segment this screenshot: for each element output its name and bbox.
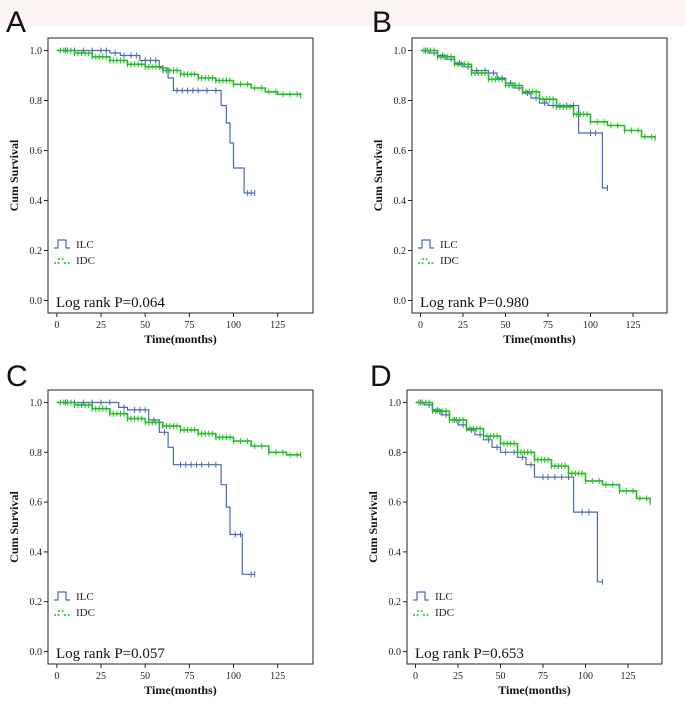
y-axis-title: Cum Survival: [371, 139, 385, 211]
y-tick-label: 1.0: [389, 398, 402, 409]
series-line-ilc: [56, 401, 255, 575]
x-tick-label: 125: [270, 671, 285, 682]
x-tick-label: 0: [418, 320, 423, 331]
y-tick-label: 1.0: [30, 46, 43, 57]
x-tick-label: 75: [184, 671, 194, 682]
x-tick-label: 25: [96, 671, 106, 682]
x-tick-label: 50: [140, 671, 150, 682]
x-tick-label: 25: [96, 320, 106, 331]
y-tick-label: 0.4: [389, 547, 402, 558]
y-axis-title: Cum Survival: [366, 491, 380, 563]
series-line-ilc: [56, 49, 255, 194]
legend-label-ilc: ILC: [76, 239, 94, 251]
chart-panel-a: A 0 25 50 75 100 125 0.0 0.2 0.4 0.6 0.8 1.0 Time(mon…: [6, 6, 314, 346]
y-tick-label: 0.8: [389, 448, 402, 459]
x-tick-label: 50: [496, 671, 506, 682]
y-tick-label: 0.0: [394, 296, 407, 307]
y-tick-label: 0.2: [30, 597, 43, 608]
y-tick-label: 0.0: [30, 296, 43, 307]
series-line-idc: [56, 401, 301, 456]
top-band: [0, 0, 685, 26]
panel-letter-d: D: [370, 360, 392, 393]
x-tick-label: 125: [270, 320, 285, 331]
series-line-idc: [56, 49, 302, 96]
legend-swatch-idc: [413, 610, 429, 616]
legend-label-idc: IDC: [440, 255, 459, 267]
log-rank-annotation: Log rank P=0.057: [56, 646, 165, 662]
x-tick-label: 125: [626, 320, 641, 331]
y-tick-label: 0.2: [389, 597, 402, 608]
x-tick-label: 100: [226, 320, 241, 331]
log-rank-annotation: Log rank P=0.064: [56, 295, 165, 311]
log-rank-annotation: Log rank P=0.980: [420, 295, 529, 311]
plot-frame: [406, 389, 663, 665]
legend-swatch-ilc: [54, 239, 70, 249]
legend-label-ilc: ILC: [76, 591, 94, 603]
x-tick-label: 100: [583, 320, 598, 331]
y-tick-label: 1.0: [30, 398, 43, 409]
y-tick-label: 0.4: [30, 196, 43, 207]
series-line-ilc: [420, 49, 608, 189]
legend-label-idc: IDC: [76, 607, 95, 619]
chart-panel-b: B 0 25 50 75 100 125 0.0 0.2 0.4 0.6 0.8 1.0 Time(mon…: [371, 6, 668, 346]
series-line-idc: [415, 401, 651, 503]
x-tick-label: 100: [226, 671, 241, 682]
panel-letter-b: B: [372, 6, 392, 39]
x-tick-label: 75: [184, 320, 194, 331]
y-tick-label: 0.2: [394, 246, 407, 257]
x-tick-label: 75: [543, 320, 553, 331]
panel-letter-a: A: [6, 6, 26, 39]
series-line-ilc: [415, 401, 603, 583]
y-tick-label: 0.0: [389, 647, 402, 658]
x-axis-title: Time(months): [144, 332, 216, 346]
x-tick-label: 0: [54, 320, 59, 331]
x-tick-label: 0: [54, 671, 59, 682]
log-rank-annotation: Log rank P=0.653: [415, 646, 524, 662]
legend-swatch-ilc: [413, 591, 429, 601]
x-tick-label: 0: [413, 671, 418, 682]
chart-panel-c: C 0 25 50 75 100 125 0.0 0.2 0.4 0.6 0.8 1.0 Time(mon…: [6, 360, 314, 697]
y-axis-title: Cum Survival: [7, 491, 21, 563]
legend-swatch-idc: [54, 258, 70, 264]
x-axis-title: Time(months): [503, 332, 575, 346]
legend-label-idc: IDC: [435, 607, 454, 619]
legend-swatch-ilc: [54, 591, 70, 601]
y-tick-label: 1.0: [394, 46, 407, 57]
panel-letter-c: C: [6, 360, 28, 393]
legend-swatch-idc: [418, 258, 434, 264]
y-tick-label: 0.4: [394, 196, 407, 207]
x-tick-label: 50: [140, 320, 150, 331]
legend-label-ilc: ILC: [440, 239, 458, 251]
y-tick-label: 0.6: [389, 498, 402, 509]
x-tick-label: 75: [538, 671, 548, 682]
y-tick-label: 0.2: [30, 246, 43, 257]
x-tick-label: 25: [453, 671, 463, 682]
x-tick-label: 100: [578, 671, 593, 682]
plot-frame: [47, 389, 314, 665]
y-tick-label: 0.0: [30, 647, 43, 658]
x-tick-label: 25: [458, 320, 468, 331]
x-axis-title: Time(months): [498, 683, 570, 697]
legend-label-idc: IDC: [76, 255, 95, 267]
legend-swatch-idc: [54, 610, 70, 616]
y-axis-title: Cum Survival: [7, 139, 21, 211]
x-tick-label: 125: [621, 671, 636, 682]
x-tick-label: 50: [501, 320, 511, 331]
plot-frame: [47, 37, 314, 314]
y-tick-label: 0.6: [30, 498, 43, 509]
y-tick-label: 0.6: [30, 146, 43, 157]
legend-label-ilc: ILC: [435, 591, 453, 603]
x-axis-title: Time(months): [144, 683, 216, 697]
chart-panel-d: D 0 25 50 75 100 125 0.0 0.2 0.4 0.6 0.8 1.0 Time(mon…: [366, 360, 663, 697]
y-tick-label: 0.6: [394, 146, 407, 157]
y-tick-label: 0.4: [30, 547, 43, 558]
y-tick-label: 0.8: [30, 96, 43, 107]
series-line-idc: [420, 49, 656, 138]
y-tick-label: 0.8: [394, 96, 407, 107]
y-tick-label: 0.8: [30, 448, 43, 459]
legend-swatch-ilc: [418, 239, 434, 249]
plot-frame: [411, 37, 668, 314]
